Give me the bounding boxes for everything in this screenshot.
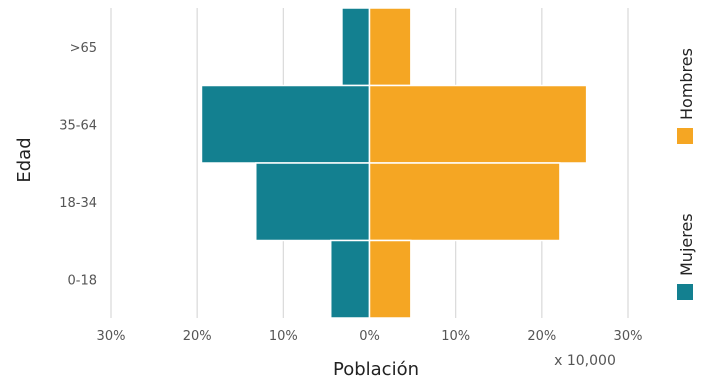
legend-label-hombres: Hombres: [677, 48, 696, 120]
bar-mujeres: [341, 7, 371, 87]
legend-label-mujeres: Mujeres: [677, 213, 696, 276]
legend-swatch-mujeres: [677, 284, 693, 300]
x-tick-label: 30%: [614, 329, 643, 344]
y-tick-labels: >65 35-64 18-34 0-18: [59, 41, 97, 289]
x-tick-label: 0%: [359, 329, 380, 344]
x-tick-label: 10%: [441, 329, 470, 344]
y-tick-label: 35-64: [59, 118, 97, 133]
legend-swatch-hombres: [677, 128, 693, 144]
bar-hombres: [368, 239, 412, 319]
bar-mujeres: [255, 162, 371, 242]
x-tick-label: 20%: [183, 329, 212, 344]
bar-hombres: [368, 7, 412, 87]
bars: [200, 7, 588, 319]
x-tick-label: 30%: [97, 329, 126, 344]
x-tick-label: 20%: [527, 329, 556, 344]
legend: Hombres Mujeres: [677, 48, 696, 300]
bar-mujeres: [329, 239, 371, 319]
x-axis-multiplier: x 10,000: [554, 353, 616, 369]
bar-hombres: [368, 162, 561, 242]
x-tick-label: 10%: [269, 329, 298, 344]
x-axis-title: Población: [333, 359, 419, 378]
y-axis-title: Edad: [14, 137, 35, 182]
y-tick-label: 0-18: [67, 273, 97, 288]
y-tick-label: 18-34: [59, 196, 97, 211]
bar-hombres: [368, 84, 588, 164]
y-tick-label: >65: [70, 41, 97, 56]
bar-mujeres: [200, 84, 371, 164]
x-tick-labels: 30% 20% 10% 0% 10% 20% 30%: [97, 329, 643, 344]
